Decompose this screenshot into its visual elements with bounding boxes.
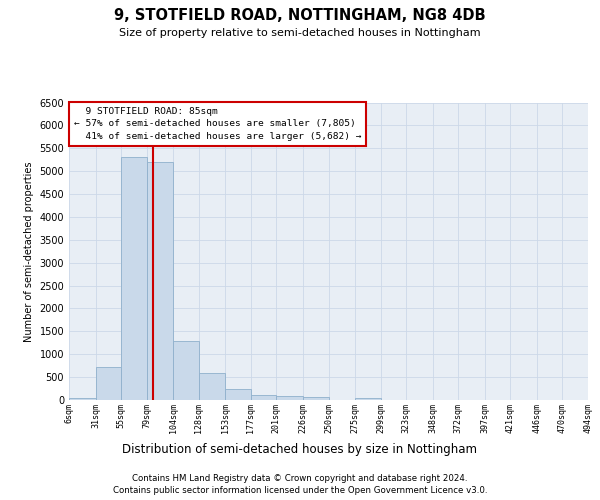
Bar (251, 394, 277, 400)
Bar (303, 396, 329, 400)
Bar (121, 158, 146, 400)
Bar (226, 388, 251, 400)
Text: Contains public sector information licensed under the Open Government Licence v3: Contains public sector information licen… (113, 486, 487, 495)
Y-axis label: Number of semi-detached properties: Number of semi-detached properties (24, 161, 34, 342)
Bar (69, 398, 95, 400)
Bar (199, 372, 226, 400)
Text: 9 STOTFIELD ROAD: 85sqm
← 57% of semi-detached houses are smaller (7,805)
  41% : 9 STOTFIELD ROAD: 85sqm ← 57% of semi-de… (74, 107, 362, 141)
Bar (173, 340, 199, 400)
Bar (146, 162, 173, 400)
Text: Size of property relative to semi-detached houses in Nottingham: Size of property relative to semi-detach… (119, 28, 481, 38)
Text: Contains HM Land Registry data © Crown copyright and database right 2024.: Contains HM Land Registry data © Crown c… (132, 474, 468, 483)
Bar (277, 396, 303, 400)
Bar (355, 398, 380, 400)
Bar (95, 366, 121, 400)
Text: Distribution of semi-detached houses by size in Nottingham: Distribution of semi-detached houses by … (122, 442, 478, 456)
Text: 9, STOTFIELD ROAD, NOTTINGHAM, NG8 4DB: 9, STOTFIELD ROAD, NOTTINGHAM, NG8 4DB (114, 8, 486, 22)
